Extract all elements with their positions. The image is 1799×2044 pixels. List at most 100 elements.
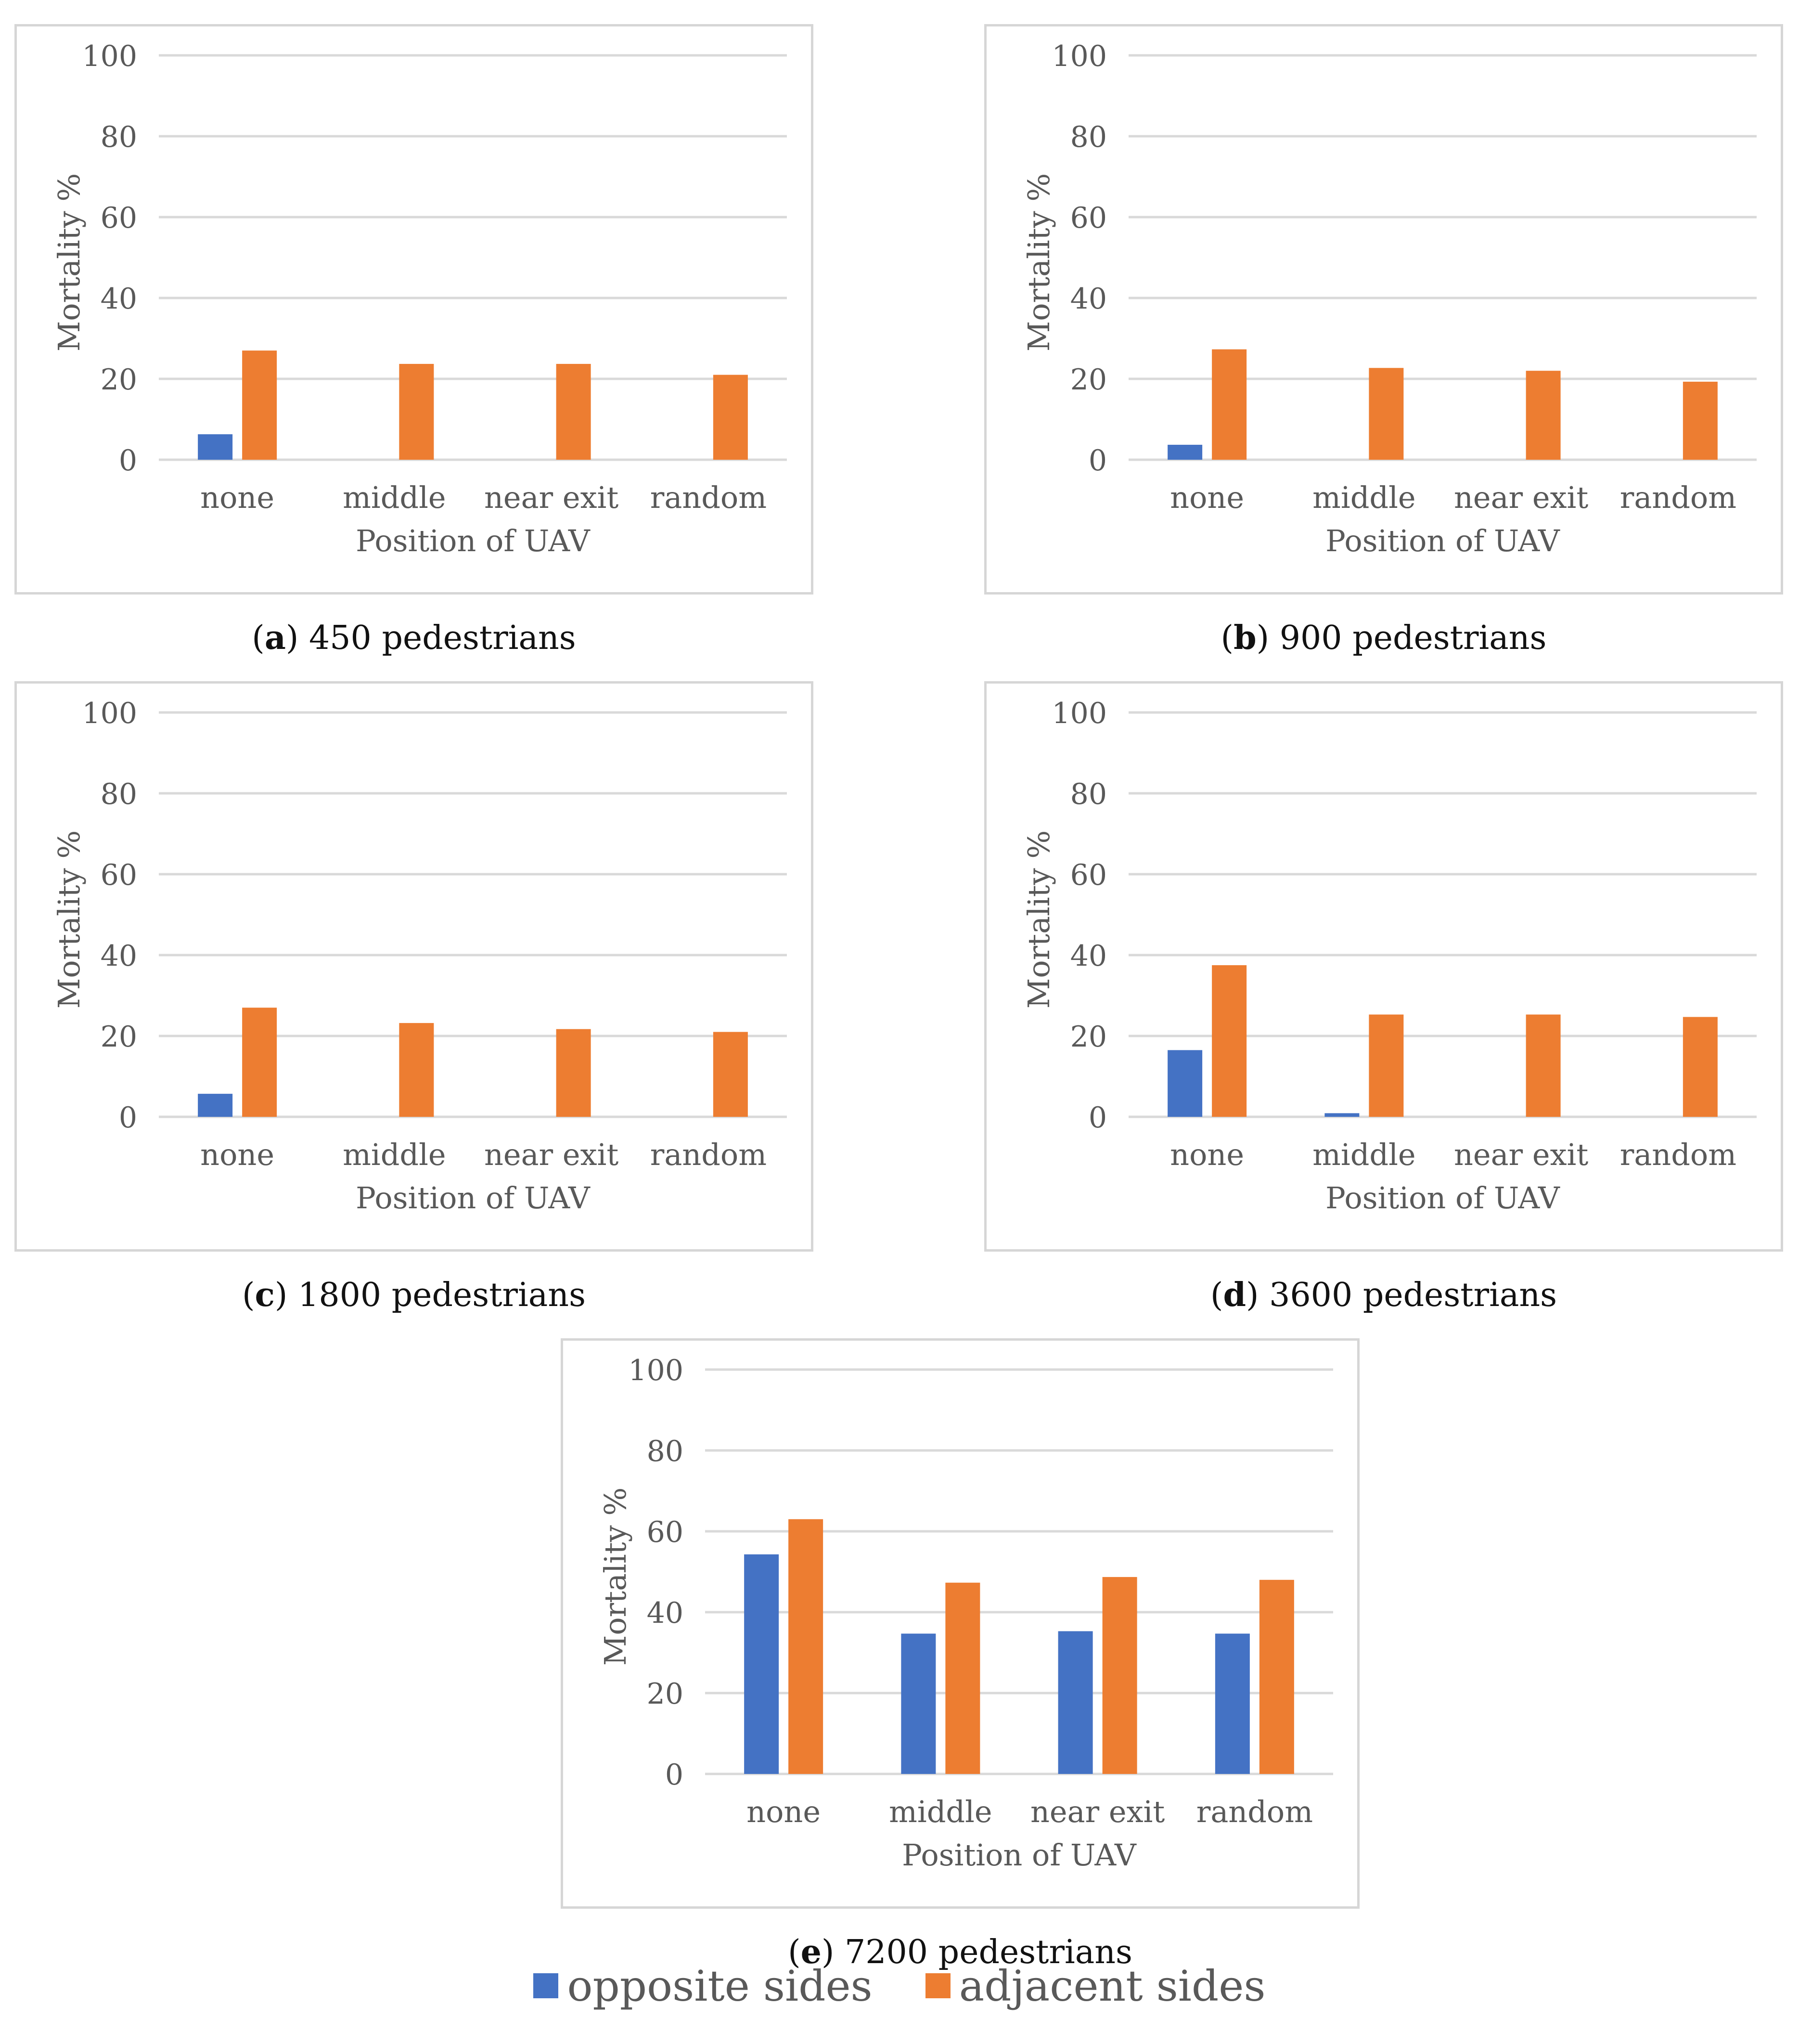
y-tick-label: 60 <box>101 201 137 235</box>
caption-letter-c: c <box>255 1276 275 1314</box>
y-tick-label: 60 <box>1070 201 1107 235</box>
bar-adjacent-middle <box>1369 368 1404 460</box>
bar-adjacent-random <box>713 375 748 460</box>
chart-svg-c: 0 20 40 60 80 100 none middle near exit random Pos… <box>51 697 787 1216</box>
caption-text-b: 900 pedestrians <box>1279 619 1547 657</box>
y-axis-label: Mortality % <box>51 830 87 1009</box>
caption-letter-d: d <box>1223 1276 1246 1314</box>
x-category-label: near exit <box>484 1137 618 1172</box>
bar-opposite-middle <box>901 1633 936 1774</box>
x-category-label: random <box>650 480 767 515</box>
x-axis-label: Position of UAV <box>1325 1180 1560 1216</box>
chart-caption-d: (d) 3600 pedestrians <box>1210 1276 1557 1314</box>
y-tick-label: 40 <box>1070 939 1107 973</box>
bar-adjacent-near-exit <box>1526 371 1561 460</box>
y-axis-label: Mortality % <box>1021 173 1056 352</box>
chart-panel-c: 0 20 40 60 80 100 none middle near exit random Pos… <box>14 681 813 1252</box>
x-category-label: none <box>200 480 274 515</box>
caption-text-a: 450 pedestrians <box>309 619 576 657</box>
chart-caption-c: (c) 1800 pedestrians <box>242 1276 586 1314</box>
caption-text-c: 1800 pedestrians <box>298 1276 586 1314</box>
x-category-label: near exit <box>484 480 618 515</box>
y-tick-label: 20 <box>101 363 137 397</box>
bar-adjacent-middle <box>945 1582 980 1774</box>
chart-svg-d: 0 20 40 60 80 100 none middle near exit random Pos… <box>1021 697 1757 1216</box>
y-tick-label: 60 <box>1070 858 1107 892</box>
bar-opposite-none <box>1168 444 1203 460</box>
y-tick-label: 20 <box>647 1677 683 1711</box>
legend-swatch-opposite <box>533 1973 559 1998</box>
bar-opposite-none <box>1168 1050 1203 1117</box>
bar-adjacent-middle <box>399 1023 434 1117</box>
chart-caption-b: (b) 900 pedestrians <box>1221 619 1547 657</box>
x-category-label: random <box>1620 480 1736 515</box>
y-tick-label: 80 <box>1070 777 1107 811</box>
y-tick-label: 100 <box>82 697 137 730</box>
bar-adjacent-none <box>242 1008 277 1117</box>
bar-adjacent-none <box>1212 349 1247 460</box>
caption-letter-a: a <box>264 619 286 657</box>
x-axis-label: Position of UAV <box>356 1180 591 1216</box>
y-tick-label: 80 <box>647 1435 683 1468</box>
legend-label-adjacent: adjacent sides <box>959 1961 1266 2011</box>
x-axis-label: Position of UAV <box>356 523 591 558</box>
bar-adjacent-random <box>1683 1017 1718 1117</box>
y-tick-label: 0 <box>119 444 137 478</box>
y-tick-label: 20 <box>1070 1020 1107 1054</box>
y-tick-label: 20 <box>101 1020 137 1054</box>
chart-svg-a: 0 20 40 60 80 100 none middle near exit random Pos… <box>51 39 787 558</box>
y-tick-label: 100 <box>628 1354 683 1387</box>
bar-adjacent-near-exit <box>556 363 591 460</box>
bar-opposite-middle <box>1324 1113 1360 1117</box>
y-tick-label: 0 <box>665 1758 683 1792</box>
x-category-label: none <box>1170 480 1244 515</box>
caption-letter-e: e <box>800 1933 822 1971</box>
bar-opposite-none <box>198 434 233 460</box>
bar-opposite-none <box>744 1554 779 1774</box>
bar-adjacent-random <box>1683 381 1718 460</box>
chart-panel-e: 0 20 40 60 80 100 none middle near exit random Pos… <box>561 1338 1360 1909</box>
bar-adjacent-none <box>242 350 277 460</box>
y-tick-label: 0 <box>1089 1101 1107 1135</box>
x-category-label: middle <box>1312 1137 1416 1172</box>
y-tick-label: 20 <box>1070 363 1107 397</box>
caption-text-e: 7200 pedestrians <box>845 1933 1132 1971</box>
legend-item-adjacent: adjacent sides <box>925 1961 1266 2011</box>
chart-caption-a: (a) 450 pedestrians <box>252 619 576 657</box>
y-axis-label: Mortality % <box>1021 830 1056 1009</box>
y-axis-label: Mortality % <box>51 173 87 352</box>
y-tick-label: 40 <box>647 1596 683 1630</box>
chart-caption-e: (e) 7200 pedestrians <box>788 1933 1132 1971</box>
bar-adjacent-random <box>713 1032 748 1117</box>
x-category-label: none <box>1170 1137 1244 1172</box>
bar-adjacent-middle <box>1369 1014 1404 1117</box>
chart-panel-d: 0 20 40 60 80 100 none middle near exit random Pos… <box>984 681 1783 1252</box>
x-category-label: random <box>1196 1794 1313 1829</box>
x-category-label: random <box>650 1137 767 1172</box>
bar-adjacent-near-exit <box>556 1029 591 1117</box>
caption-text-d: 3600 pedestrians <box>1269 1276 1557 1314</box>
y-tick-label: 40 <box>1070 282 1107 316</box>
bar-adjacent-none <box>1212 965 1247 1117</box>
bar-adjacent-random <box>1259 1579 1294 1774</box>
y-tick-label: 0 <box>1089 444 1107 478</box>
x-category-label: near exit <box>1030 1794 1165 1829</box>
y-tick-label: 60 <box>647 1515 683 1549</box>
y-tick-label: 100 <box>1052 39 1107 73</box>
x-category-label: middle <box>889 1794 992 1829</box>
legend-label-opposite: opposite sides <box>567 1961 873 2011</box>
chart-legend: opposite sides adjacent sides <box>0 1957 1799 2015</box>
chart-svg-b: 0 20 40 60 80 100 none middle near exit random Pos… <box>1021 39 1757 558</box>
bar-adjacent-none <box>788 1519 823 1774</box>
chart-svg-e: 0 20 40 60 80 100 none middle near exit random Pos… <box>598 1354 1333 1873</box>
chart-panel-a: 0 20 40 60 80 100 none middle near exit random Pos… <box>14 24 813 595</box>
x-axis-label: Position of UAV <box>902 1837 1137 1873</box>
x-category-label: near exit <box>1454 1137 1588 1172</box>
y-tick-label: 80 <box>1070 120 1107 154</box>
x-axis-label: Position of UAV <box>1325 523 1560 558</box>
y-tick-label: 40 <box>101 282 137 316</box>
bar-adjacent-near-exit <box>1102 1577 1137 1774</box>
y-tick-label: 60 <box>101 858 137 892</box>
bar-adjacent-middle <box>399 363 434 460</box>
bar-opposite-random <box>1215 1633 1250 1774</box>
